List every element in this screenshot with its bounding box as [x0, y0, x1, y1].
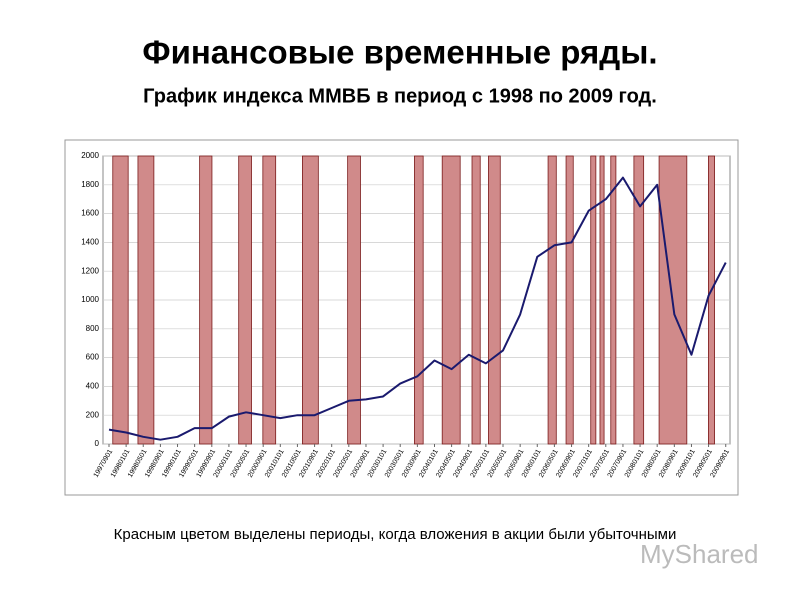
y-tick-label: 1200	[81, 266, 99, 275]
y-tick-label: 2000	[81, 151, 99, 160]
plot: 0200400600800100012001400160018002000199…	[81, 151, 731, 479]
loss-period	[414, 155, 424, 445]
loss-period	[471, 155, 481, 445]
loss-period	[238, 155, 252, 445]
y-tick-label: 1800	[81, 180, 99, 189]
index-line	[108, 176, 727, 441]
y-tick-label: 0	[95, 439, 100, 448]
loss-period	[708, 155, 715, 445]
loss-period	[262, 155, 277, 445]
loss-period	[112, 155, 129, 445]
y-tick-label: 400	[86, 382, 100, 391]
loss-period	[137, 155, 155, 445]
loss-period	[302, 155, 319, 445]
y-tick-label: 1000	[81, 295, 99, 304]
y-tick-label: 1400	[81, 238, 99, 247]
loss-period	[488, 155, 501, 445]
loss-period	[565, 155, 574, 445]
slide-title: Финансовые временные ряды.	[142, 34, 657, 71]
caption: Красным цветом выделены периоды, когда в…	[114, 526, 677, 543]
loss-period	[199, 155, 213, 445]
y-tick-label: 1600	[81, 209, 99, 218]
loss-period	[441, 155, 461, 445]
loss-period	[590, 155, 597, 445]
loss-period	[633, 155, 645, 445]
loss-period	[610, 155, 617, 445]
y-tick-label: 800	[86, 324, 100, 333]
loss-period	[347, 155, 361, 445]
loss-period	[599, 155, 605, 445]
watermark: MyShared	[640, 539, 759, 569]
loss-period	[547, 155, 557, 445]
y-tick-label: 200	[86, 410, 100, 419]
y-tick-label: 600	[86, 353, 100, 362]
slide-subtitle: График индекса ММВБ в период с 1998 по 2…	[143, 85, 657, 107]
